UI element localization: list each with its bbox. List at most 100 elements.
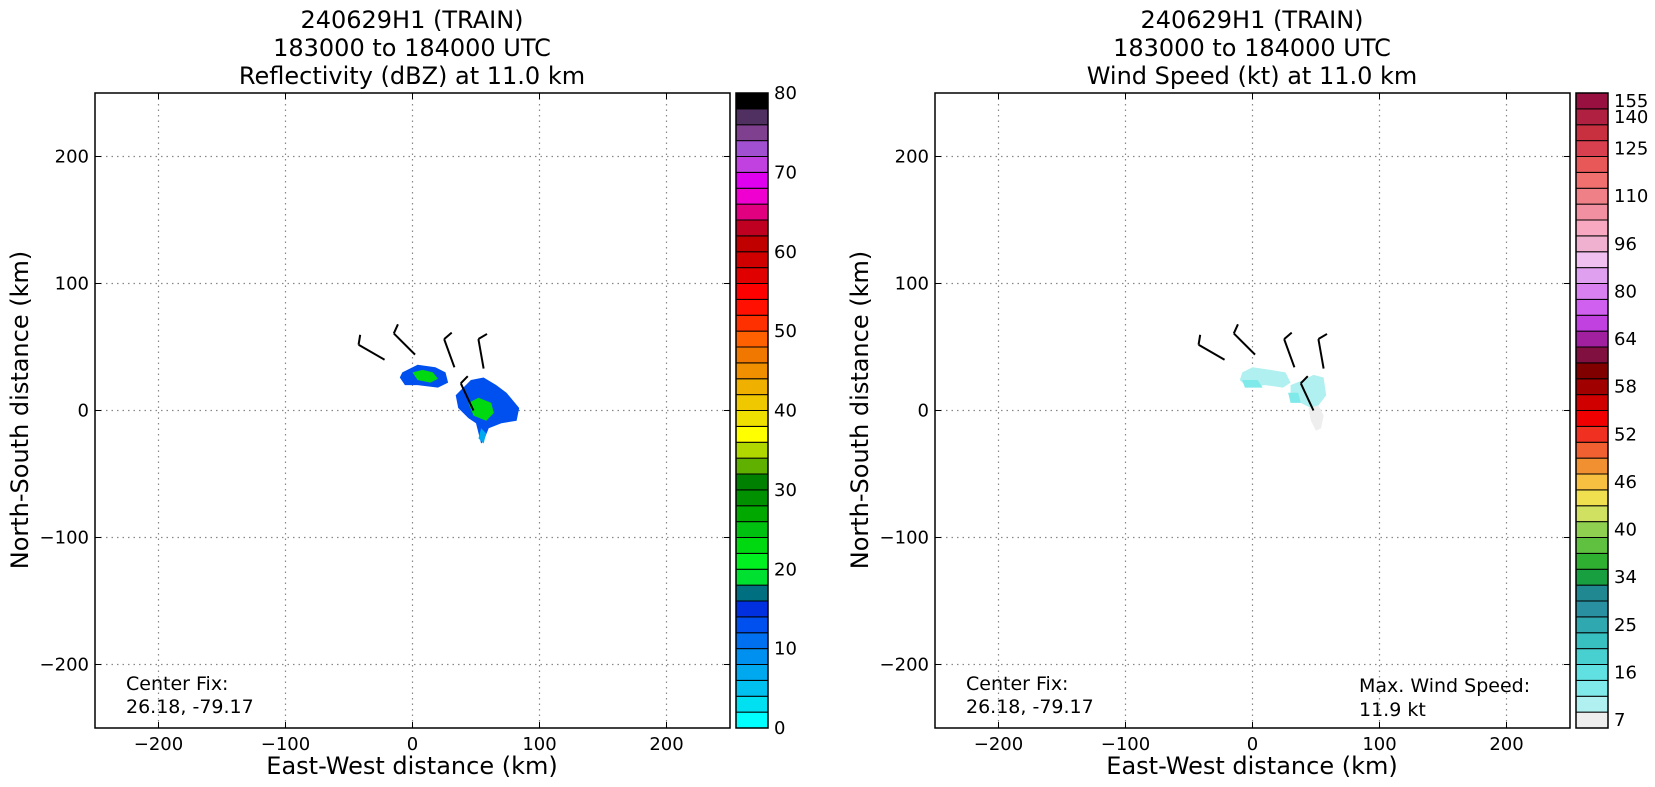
wind-barb-shaft — [459, 382, 475, 411]
x-tick-label: 200 — [649, 734, 683, 755]
y-tick-label: −200 — [880, 655, 929, 676]
colorbar-segment — [735, 251, 769, 269]
colorbar-tick-label: 64 — [1614, 329, 1637, 350]
wind-barb-shaft — [1299, 382, 1315, 411]
colorbar-segment — [1575, 664, 1609, 681]
center-fix-label: Center Fix: — [126, 673, 228, 695]
colorbar-tick-label: 96 — [1614, 234, 1637, 255]
colorbar-segment — [1575, 441, 1609, 459]
wind-speed-panel: 240629H1 (TRAIN) 183000 to 184000 UTC Wi… — [846, 6, 1648, 780]
y-tick-label: 200 — [895, 147, 929, 168]
colorbar-segment — [1575, 362, 1609, 380]
colorbar-tick-label: 80 — [1614, 281, 1637, 302]
colorbar-tick-label: 110 — [1614, 186, 1648, 207]
colorbar-segment — [735, 410, 769, 427]
colorbar-segment — [735, 235, 769, 253]
colorbar-segment — [735, 695, 769, 713]
colorbar-segment — [1575, 695, 1609, 713]
y-tick-label: −100 — [40, 528, 89, 549]
colorbar-segment — [735, 330, 769, 348]
colorbar-segment — [735, 140, 769, 157]
x-tick-label: −200 — [134, 734, 183, 755]
x-axis-label: East-West distance (km) — [1106, 752, 1397, 780]
colorbar-tick-label: 34 — [1614, 567, 1637, 588]
colorbar-segment — [735, 648, 769, 665]
colorbar-segment — [1575, 314, 1609, 332]
colorbar-segment — [735, 394, 769, 411]
y-tick-label: −200 — [40, 655, 89, 676]
colorbar-segment — [735, 171, 769, 189]
colorbar-tick-label: 0 — [774, 718, 785, 739]
colorbar-segment — [735, 156, 769, 173]
colorbar-tick-label: 10 — [774, 639, 797, 660]
wind-barb — [1299, 375, 1315, 411]
colorbar-segment — [1575, 648, 1609, 665]
colorbar-tick-label: 80 — [774, 83, 797, 104]
data-region — [468, 397, 494, 421]
colorbar-tick-label: 70 — [774, 162, 797, 183]
reflectivity-panel: 240629H1 (TRAIN) 183000 to 184000 UTC Re… — [6, 6, 797, 780]
colorbar-segment — [735, 664, 769, 681]
colorbar-segment — [735, 92, 769, 110]
colorbar-tick-label: 40 — [774, 401, 797, 422]
colorbar-segment — [1575, 298, 1609, 316]
y-tick-label: 100 — [895, 274, 929, 295]
plot-area: −200 −100 0 100 200 −200 −100 0 100 200 — [40, 92, 731, 755]
y-tick-label: 200 — [55, 147, 89, 168]
y-tick-label: 100 — [55, 274, 89, 295]
y-tick-label: 0 — [78, 401, 89, 422]
data-region — [412, 369, 438, 383]
colorbar-segment — [1575, 394, 1609, 411]
colorbar-segment — [735, 124, 769, 142]
colorbar-frame — [1575, 92, 1609, 729]
wind-barb — [459, 375, 475, 411]
colorbar-segment — [735, 679, 769, 697]
colorbar-segment — [1575, 489, 1609, 507]
y-axis-label: North-South distance (km) — [6, 251, 34, 570]
panel-title-line-2: 183000 to 184000 UTC — [273, 34, 551, 62]
colorbar-segment — [735, 298, 769, 316]
colorbar-segment — [735, 346, 769, 364]
colorbar-segment — [1575, 473, 1609, 491]
colorbar-segment — [735, 441, 769, 459]
wind-barb-flag — [477, 333, 488, 340]
wind-barb-shaft — [393, 332, 416, 356]
wind-barb-shaft — [1317, 338, 1325, 369]
colorbar-segment — [1575, 219, 1609, 237]
colorbar-segment — [735, 489, 769, 507]
center-fix-value: 26.18, -79.17 — [126, 696, 254, 718]
y-tick-label: 0 — [918, 401, 929, 422]
wind-barb — [443, 331, 456, 368]
max-wind-label: Max. Wind Speed: — [1359, 675, 1530, 697]
colorbar-segment — [1575, 283, 1609, 300]
colorbar-segment — [1575, 584, 1609, 602]
colorbar-tick-label: 16 — [1614, 662, 1637, 683]
colorbar-segment — [1575, 457, 1609, 475]
y-axis-label: North-South distance (km) — [846, 251, 874, 570]
colorbar-tick-label: 140 — [1614, 107, 1648, 128]
colorbar-tick-label: 58 — [1614, 377, 1637, 398]
colorbar-segment — [735, 187, 769, 205]
colorbar-tick-label: 52 — [1614, 424, 1637, 445]
colorbar-segment — [1575, 171, 1609, 189]
colorbar-segment — [1575, 92, 1609, 110]
wind-barb-shaft — [1233, 332, 1256, 356]
colorbar-segment — [735, 568, 769, 586]
wind-barb-shaft — [1283, 338, 1296, 368]
x-tick-label: 0 — [407, 734, 418, 755]
colorbar-segment — [735, 219, 769, 237]
y-tick-label: −100 — [880, 528, 929, 549]
colorbar-tick-label: 60 — [774, 242, 797, 263]
colorbar-segment — [735, 537, 769, 554]
wind-barb — [477, 333, 488, 369]
colorbar-segment — [1575, 537, 1609, 554]
colorbar-segment — [735, 552, 769, 570]
colorbar-segment — [1575, 616, 1609, 634]
colorbar-segment — [1575, 346, 1609, 364]
x-tick-label: −100 — [1101, 734, 1150, 755]
wind-barb-flag — [1300, 375, 1309, 385]
colorbar-segment — [735, 314, 769, 332]
data-region — [1242, 380, 1263, 388]
